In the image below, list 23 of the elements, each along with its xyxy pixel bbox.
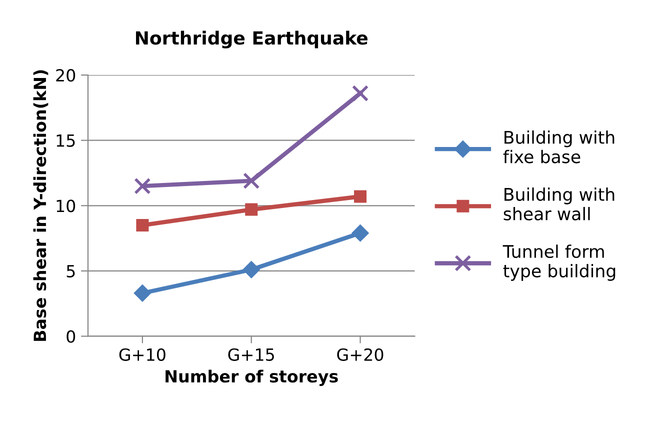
point	[354, 190, 367, 203]
y-tick-label: 5	[66, 265, 75, 278]
legend-label: Tunnel form type building	[502, 244, 616, 281]
point	[352, 84, 369, 102]
chart-title: Northridge Earthquake	[136, 30, 368, 48]
x-tick-label: G+15	[228, 348, 274, 361]
point	[136, 218, 149, 232]
y-tick-label: 10	[56, 200, 76, 212]
point	[243, 172, 260, 190]
legend-label: Building with fixe base	[503, 130, 614, 164]
point	[134, 284, 151, 302]
point	[245, 203, 258, 216]
point	[134, 178, 151, 194]
point	[242, 261, 260, 278]
x-tick-label: G+10	[119, 348, 166, 361]
x-axis-title: Number of storeys	[166, 370, 338, 386]
x-tick-label: G+20	[337, 348, 384, 361]
legend-label: Building with shear wall	[504, 188, 614, 220]
point	[352, 224, 369, 242]
y-tick-label: 15	[56, 134, 75, 147]
y-tick-label: 0	[66, 330, 76, 343]
y-tick-label: 20	[56, 69, 76, 82]
y-axis-title: Base shear in Y-direction(kN)	[33, 70, 48, 341]
